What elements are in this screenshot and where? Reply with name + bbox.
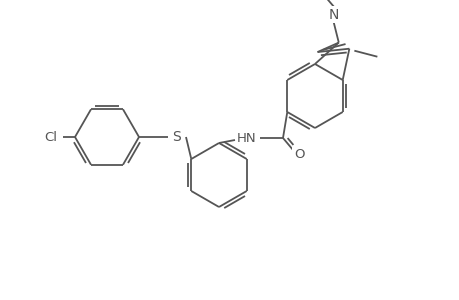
Text: Cl: Cl: [45, 130, 57, 143]
Text: N: N: [328, 8, 338, 22]
Text: HN: HN: [237, 131, 256, 145]
Text: O: O: [293, 148, 304, 161]
Text: S: S: [172, 130, 181, 144]
